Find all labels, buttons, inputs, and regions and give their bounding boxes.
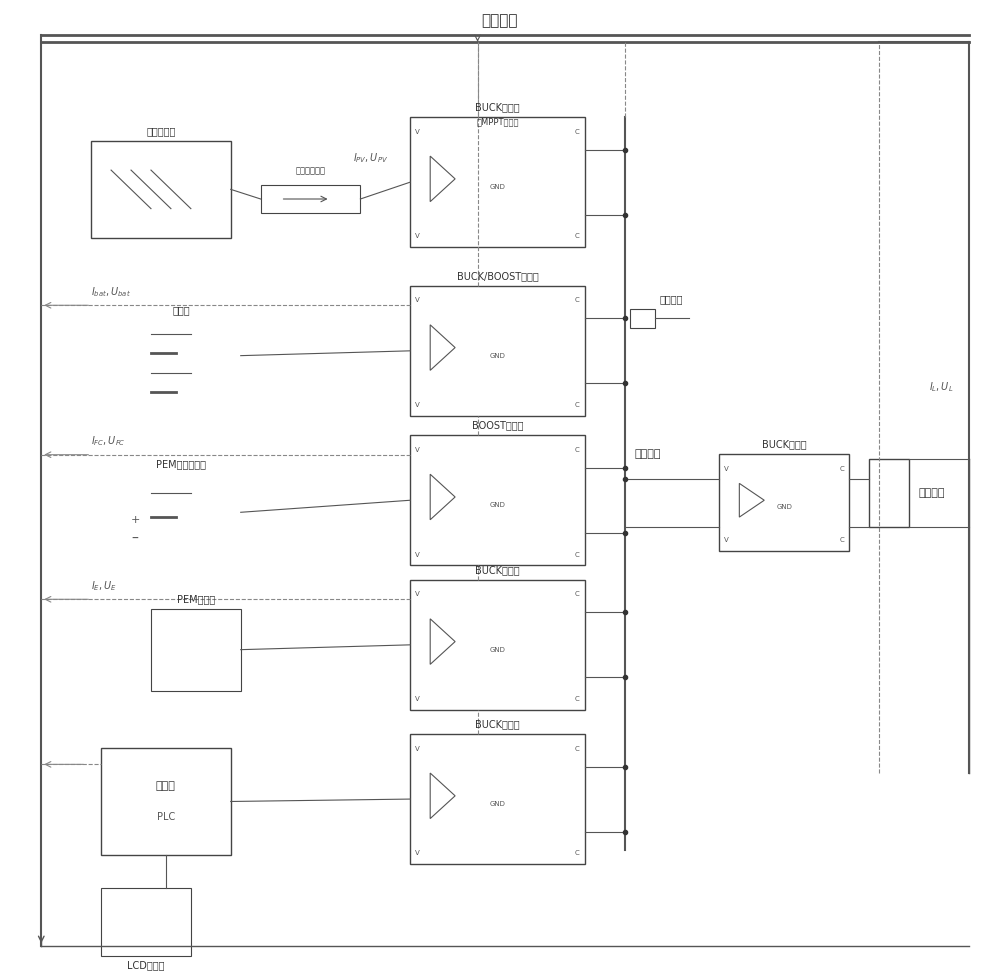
Text: C: C [575, 128, 580, 134]
Bar [410, 117, 585, 247]
Text: V: V [415, 850, 420, 856]
Text: $I_L,U_L$: $I_L,U_L$ [929, 380, 953, 394]
Text: $I_{FC},U_{FC}$: $I_{FC},U_{FC}$ [91, 434, 126, 449]
Text: 通信总线: 通信总线 [482, 13, 518, 28]
Text: PEM电解槽: PEM电解槽 [177, 594, 215, 604]
Text: V: V [415, 234, 420, 239]
Text: PEM燃料电池堆: PEM燃料电池堆 [156, 459, 206, 469]
Text: $I_E,U_E$: $I_E,U_E$ [91, 579, 117, 593]
Text: BUCK转换器: BUCK转换器 [475, 719, 520, 729]
Text: GND: GND [490, 801, 505, 807]
Text: 直流负载: 直流负载 [919, 488, 945, 498]
Text: 防反流二极管: 防反流二极管 [296, 166, 326, 175]
Text: PLC: PLC [157, 812, 175, 822]
Bar [101, 748, 231, 854]
Text: BUCK/BOOST转换器: BUCK/BOOST转换器 [457, 270, 538, 281]
Text: 锂电池: 锂电池 [172, 305, 190, 314]
Text: C: C [575, 402, 580, 409]
Text: $I_{PV},U_{PV}$: $I_{PV},U_{PV}$ [353, 152, 388, 165]
Text: V: V [415, 552, 420, 558]
Text: V: V [724, 537, 729, 543]
Text: C: C [575, 234, 580, 239]
Bar [151, 609, 241, 691]
Text: 单片机: 单片机 [156, 780, 176, 791]
Text: 启动开关: 启动开关 [660, 294, 683, 304]
Text: BUCK转换器: BUCK转换器 [762, 440, 807, 450]
Text: C: C [575, 592, 580, 597]
Text: GND: GND [490, 647, 505, 653]
Text: –: – [131, 532, 138, 546]
Text: BUCK转换器: BUCK转换器 [475, 565, 520, 575]
Bar [410, 580, 585, 710]
Text: C: C [839, 537, 844, 543]
Text: C: C [839, 466, 844, 472]
Text: C: C [575, 697, 580, 703]
Text: LCD显示屏: LCD显示屏 [127, 960, 165, 970]
Bar [719, 454, 849, 551]
Bar [410, 435, 585, 565]
Bar [869, 459, 909, 526]
Text: GND: GND [490, 184, 505, 190]
Bar [91, 141, 231, 237]
Bar [410, 286, 585, 415]
Text: C: C [575, 298, 580, 304]
Text: C: C [575, 745, 580, 751]
Text: C: C [575, 552, 580, 558]
Text: V: V [415, 298, 420, 304]
Text: V: V [724, 466, 729, 472]
Text: $I_{bat},U_{bat}$: $I_{bat},U_{bat}$ [91, 285, 131, 299]
Text: V: V [415, 402, 420, 409]
Text: C: C [575, 850, 580, 856]
Text: GND: GND [776, 504, 792, 511]
Text: V: V [415, 697, 420, 703]
Text: 〈MPPT控制〉: 〈MPPT控制〉 [476, 118, 519, 126]
Text: V: V [415, 745, 420, 751]
Text: 直流母线: 直流母线 [635, 450, 661, 459]
Bar [410, 734, 585, 864]
Text: GND: GND [490, 502, 505, 508]
Text: 光伏电池板: 光伏电池板 [146, 126, 176, 136]
Text: V: V [415, 447, 420, 452]
Text: BUCK转换器: BUCK转换器 [475, 102, 520, 112]
Bar [261, 185, 360, 213]
Text: V: V [415, 592, 420, 597]
Text: V: V [415, 128, 420, 134]
Bar [101, 888, 191, 955]
Text: C: C [575, 447, 580, 452]
Text: BOOST转换器: BOOST转换器 [472, 420, 523, 430]
Text: +: + [131, 515, 140, 525]
Bar [630, 308, 655, 328]
Text: GND: GND [490, 352, 505, 359]
